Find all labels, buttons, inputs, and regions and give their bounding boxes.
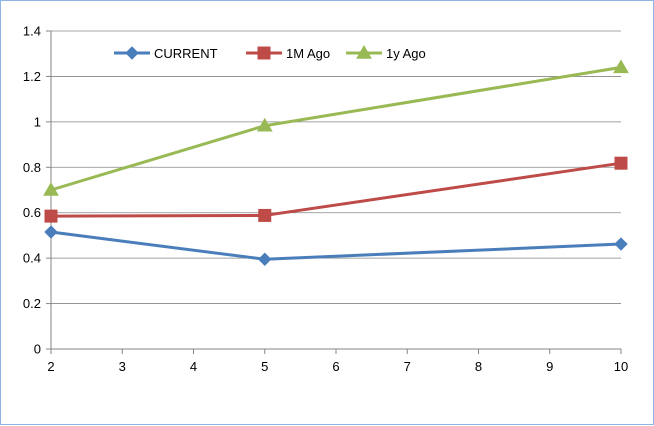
legend-item-1m-ago: 1M Ago: [246, 46, 330, 61]
x-tick-label: 10: [614, 359, 628, 374]
x-tick-label: 9: [546, 359, 553, 374]
data-point-current: [258, 252, 272, 266]
x-tick-label: 2: [47, 359, 54, 374]
legend-marker: [125, 46, 139, 60]
legend-item-1y-ago: 1y Ago: [346, 44, 426, 61]
x-tick-label: 8: [475, 359, 482, 374]
x-tick-label: 6: [332, 359, 339, 374]
data-point-1m-ago: [44, 209, 58, 223]
data-point-1y-ago: [256, 117, 273, 132]
data-point-current: [44, 225, 58, 239]
data-point-1m-ago: [614, 156, 628, 170]
data-point-1y-ago: [43, 181, 59, 196]
y-tick-label: 1: [34, 114, 41, 129]
data-point-current: [614, 237, 628, 251]
x-tick-label: 5: [261, 359, 268, 374]
y-tick-label: 1.2: [23, 69, 41, 84]
y-tick-label: 0.4: [23, 251, 41, 266]
x-tick-label: 3: [119, 359, 126, 374]
series-line-current: [50, 230, 622, 261]
series-1m-ago: [44, 156, 628, 223]
series-line-1y-ago: [50, 65, 622, 192]
legend-label: 1y Ago: [386, 46, 426, 61]
y-tick-label: 0.8: [23, 160, 41, 175]
y-tick-label: 1.4: [23, 24, 41, 39]
series-lines: [43, 59, 629, 266]
y-tick-label: 0.2: [23, 296, 41, 311]
legend-marker: [257, 46, 271, 60]
y-tick-label: 0.6: [23, 205, 41, 220]
legend-label: CURRENT: [154, 46, 218, 61]
legend-label: 1M Ago: [286, 46, 330, 61]
y-tick-label: 0: [34, 342, 41, 357]
legend-item-current: CURRENT: [114, 46, 218, 61]
series-1y-ago: [43, 59, 629, 196]
data-point-1y-ago: [613, 59, 629, 74]
legend: CURRENT 1M Ago 1y Ago: [114, 44, 426, 61]
gridlines: [51, 30, 621, 304]
legend-marker: [356, 44, 372, 59]
x-tick-label: 7: [404, 359, 411, 374]
series-current: [44, 225, 628, 266]
series-line-1m-ago: [50, 161, 622, 218]
x-tick-label: 4: [190, 359, 197, 374]
data-point-1m-ago: [258, 208, 272, 222]
